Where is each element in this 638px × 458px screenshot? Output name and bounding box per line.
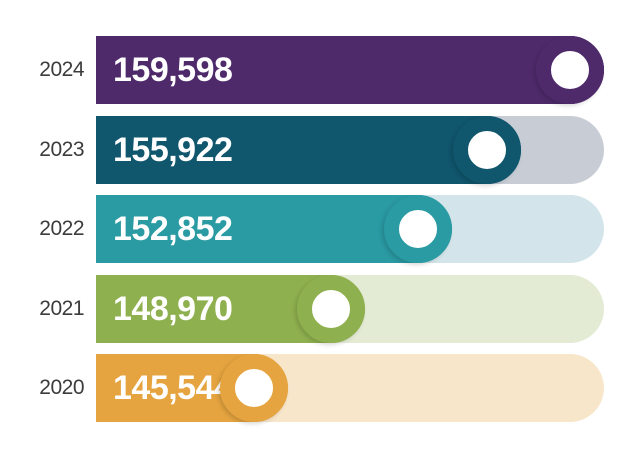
value-label: 148,970 [113, 290, 233, 328]
bar-row: 2024 159,598 [0, 36, 638, 104]
value-label: 145,544 [113, 369, 233, 407]
bar-end-marker [384, 195, 452, 263]
bar-end-marker [536, 36, 604, 104]
bar [96, 116, 521, 184]
bar-row: 2022 152,852 [0, 195, 638, 263]
category-label: 2023 [39, 138, 84, 161]
bar-end-marker [220, 354, 288, 422]
category-label: 2024 [39, 58, 84, 81]
category-label: 2021 [39, 297, 84, 320]
bar-end-marker [297, 275, 365, 343]
value-label: 152,852 [113, 210, 233, 248]
value-label: 159,598 [113, 51, 233, 89]
bar-end-marker [453, 116, 521, 184]
bar [96, 36, 604, 104]
bar-row: 2020 145,544 [0, 354, 638, 422]
bar-row: 2023 155,922 [0, 116, 638, 184]
value-label: 155,922 [113, 131, 233, 169]
category-label: 2022 [39, 217, 84, 240]
category-label: 2020 [39, 376, 84, 399]
bar-row: 2021 148,970 [0, 275, 638, 343]
